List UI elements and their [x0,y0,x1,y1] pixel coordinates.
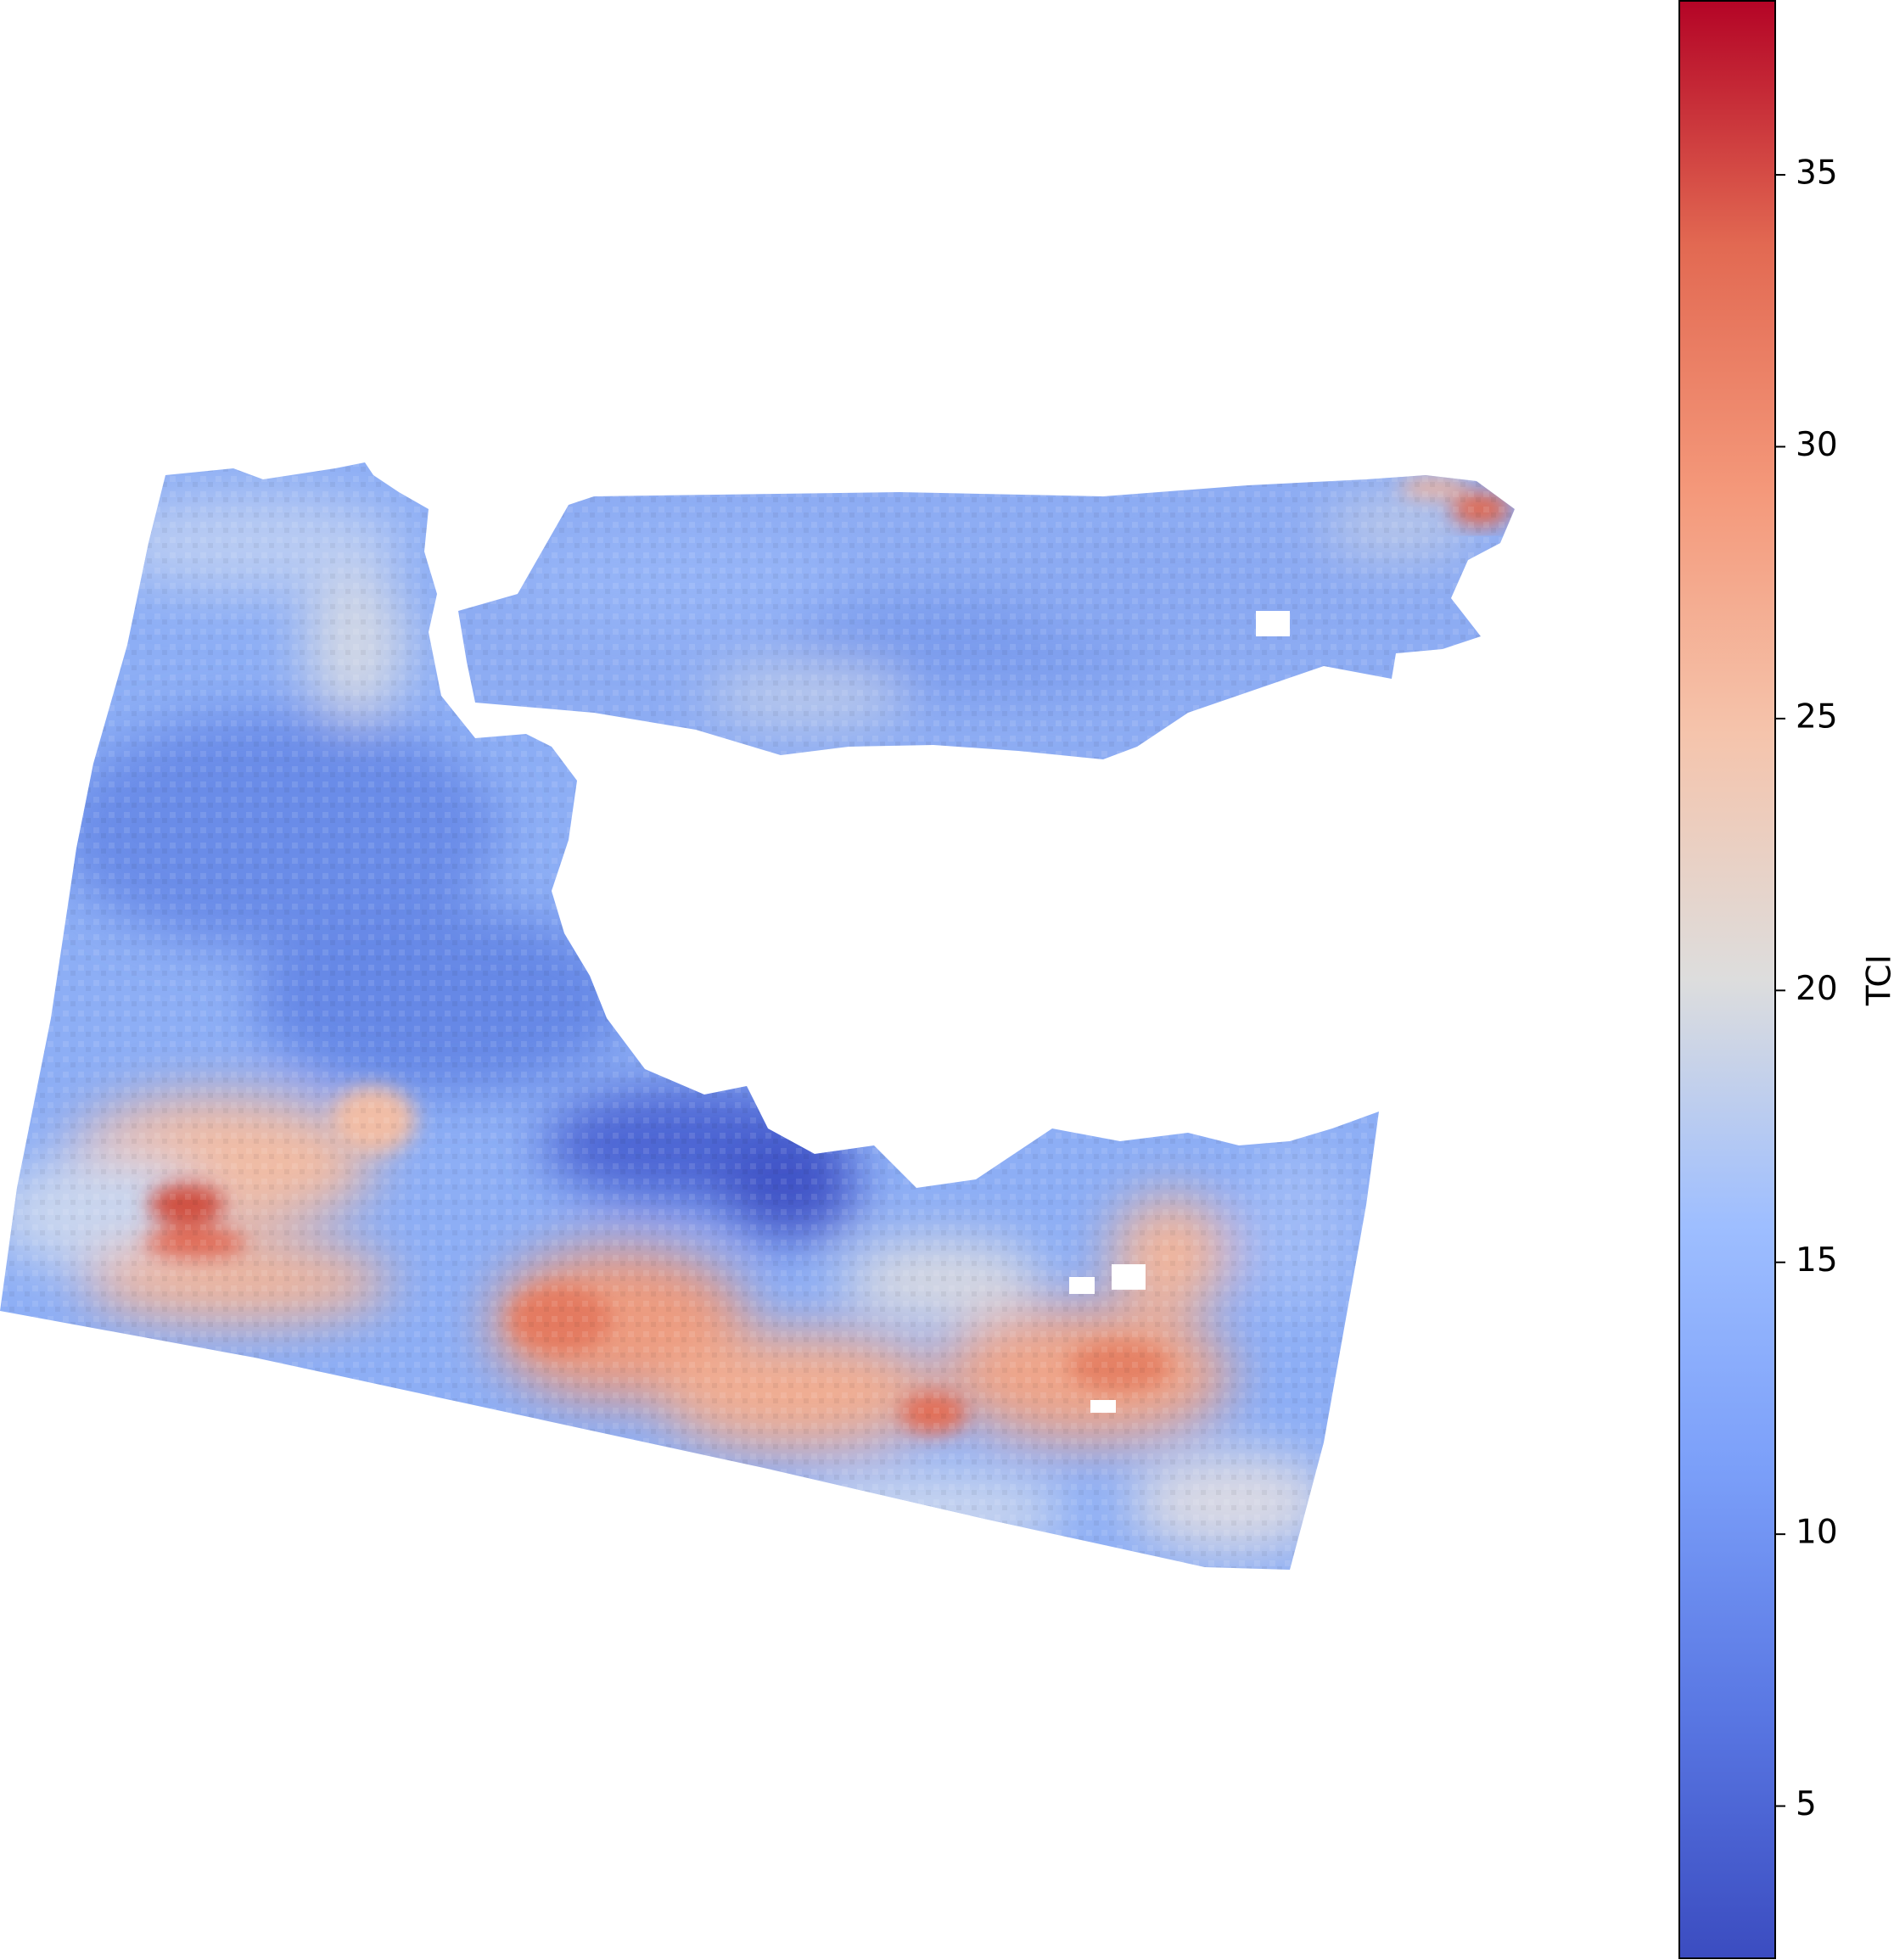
colorbar-label: TCI [1861,955,1894,1006]
colorbar-tick-label: 5 [1796,1785,1817,1823]
colorbar-tick-label: 20 [1796,970,1838,1008]
colorbar-gradient [1678,0,1776,1959]
colorbar-tick-label: 30 [1796,426,1838,464]
colorbar: 5 10 15 20 25 30 35 TCI [1678,0,1894,1959]
colorbar-tick-label: 15 [1796,1241,1838,1280]
colorbar-ticks: 5 10 15 20 25 30 35 [1775,154,1838,1823]
region-north [458,475,1515,759]
colorbar-tick-label: 25 [1796,697,1838,736]
colorbar-tick-label: 10 [1796,1514,1838,1552]
colorbar-tick-label: 35 [1796,154,1838,193]
